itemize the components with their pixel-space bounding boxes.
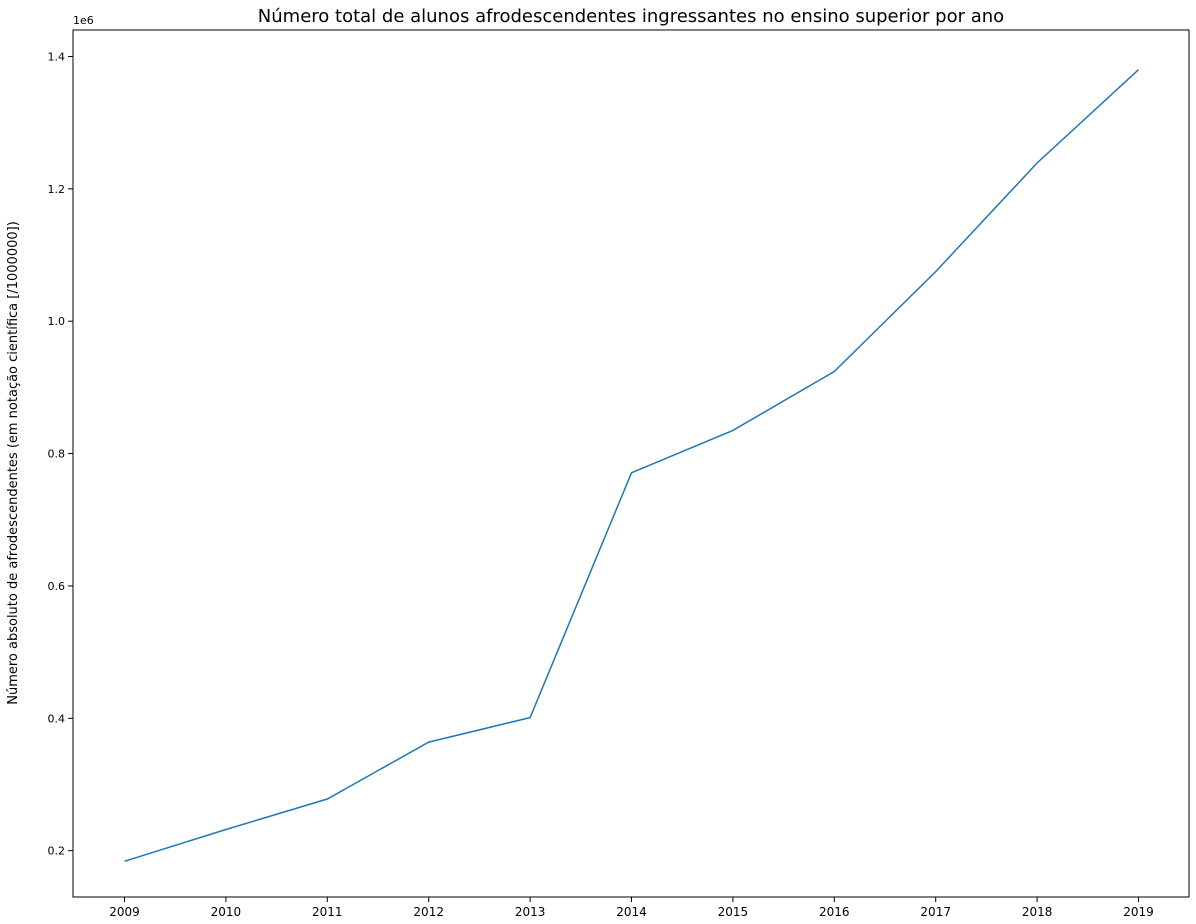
y-tick-label: 0.6 — [48, 580, 66, 593]
x-tick-label: 2010 — [211, 905, 242, 919]
x-tick-label: 2018 — [1022, 905, 1053, 919]
y-tick-label: 1.4 — [48, 50, 66, 63]
x-tick-label: 2017 — [920, 905, 951, 919]
x-tick-label: 2012 — [413, 905, 444, 919]
y-tick-label: 1.0 — [48, 315, 66, 328]
y-tick-label: 1.2 — [48, 183, 66, 196]
plot-area — [124, 69, 1140, 863]
x-tick-label: 2014 — [616, 905, 647, 919]
y-tick-label: 0.2 — [48, 845, 66, 858]
y-axis-label: Número absoluto de afrodescendentes (em … — [6, 221, 21, 705]
y-tick-label: 0.8 — [48, 448, 66, 461]
x-axis: 2009 2010 2011 2012 2013 2014 2015 2016 2017 2018… — [109, 897, 1154, 919]
x-tick-label: 2016 — [819, 905, 850, 919]
chart-title: Número total de alunos afrodescendentes … — [258, 6, 1004, 27]
y-axis: 0.2 0.4 0.6 0.8 1.0 1.2 1.4 — [48, 50, 73, 858]
x-tick-label: 2013 — [515, 905, 546, 919]
y-tick-label: 0.4 — [48, 712, 66, 725]
x-tick-label: 2011 — [312, 905, 343, 919]
y-axis-offset-label: 1e6 — [73, 14, 94, 27]
plot-frame — [72, 29, 1190, 898]
x-tick-label: 2009 — [109, 905, 140, 919]
series-line — [124, 69, 1140, 863]
x-tick-label: 2015 — [718, 905, 749, 919]
x-tick-label: 2019 — [1123, 905, 1154, 919]
